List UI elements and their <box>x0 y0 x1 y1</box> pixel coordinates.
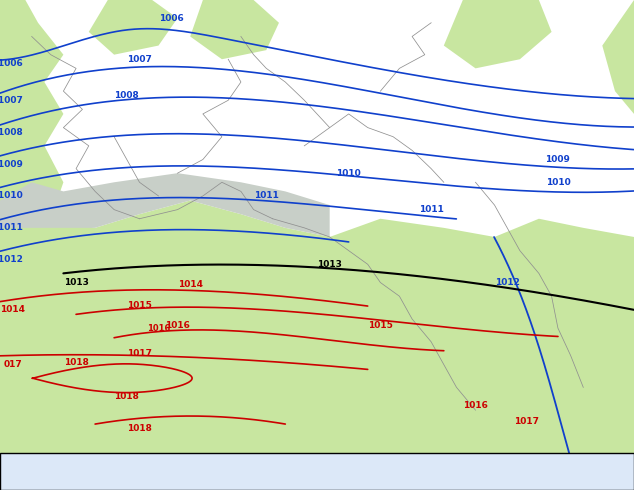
Text: 1011: 1011 <box>418 205 444 214</box>
Text: 1016: 1016 <box>147 323 170 333</box>
Text: 1016: 1016 <box>463 401 488 410</box>
Text: 1009: 1009 <box>545 155 571 164</box>
Text: 1006: 1006 <box>158 14 184 23</box>
Text: 1017: 1017 <box>514 417 539 426</box>
Text: —1008: —1008 <box>0 128 23 137</box>
Text: Surface pressure [hPa] ECMWF: Surface pressure [hPa] ECMWF <box>6 461 206 474</box>
Text: 1010: 1010 <box>336 169 361 178</box>
Text: Th 06-06-2024 06:00 UTC (12+18): Th 06-06-2024 06:00 UTC (12+18) <box>418 459 628 469</box>
Text: 1014: 1014 <box>0 305 25 315</box>
Text: 017: 017 <box>3 360 22 369</box>
Polygon shape <box>89 0 178 55</box>
Text: 1015: 1015 <box>368 321 393 330</box>
Text: 1014: 1014 <box>178 280 203 289</box>
Text: 1007: 1007 <box>127 55 152 64</box>
Polygon shape <box>602 0 634 114</box>
Text: 1008: 1008 <box>114 91 139 100</box>
Text: 1012: 1012 <box>495 278 520 287</box>
Text: —1009: —1009 <box>0 160 23 169</box>
Text: —1007: —1007 <box>0 96 23 105</box>
Text: 1018: 1018 <box>114 392 139 401</box>
Text: 1018: 1018 <box>127 424 152 433</box>
Polygon shape <box>444 0 552 69</box>
Polygon shape <box>0 200 634 456</box>
Text: 1017: 1017 <box>127 349 152 358</box>
Text: 1016: 1016 <box>165 321 190 330</box>
Polygon shape <box>0 0 63 228</box>
Text: 1010: 1010 <box>545 178 571 187</box>
Text: 1015: 1015 <box>127 301 152 310</box>
Text: 1013: 1013 <box>317 260 342 269</box>
Text: —1011: —1011 <box>0 223 23 232</box>
Text: © weatheronline.co.uk: © weatheronline.co.uk <box>504 478 628 489</box>
Text: —1010: —1010 <box>0 192 23 200</box>
Polygon shape <box>190 0 279 59</box>
Text: 1011: 1011 <box>254 192 279 200</box>
Text: —1012: —1012 <box>0 255 23 264</box>
Text: —1006: —1006 <box>0 59 23 68</box>
Text: 1018: 1018 <box>63 358 89 367</box>
Polygon shape <box>0 173 330 237</box>
Text: 1013: 1013 <box>63 278 89 287</box>
